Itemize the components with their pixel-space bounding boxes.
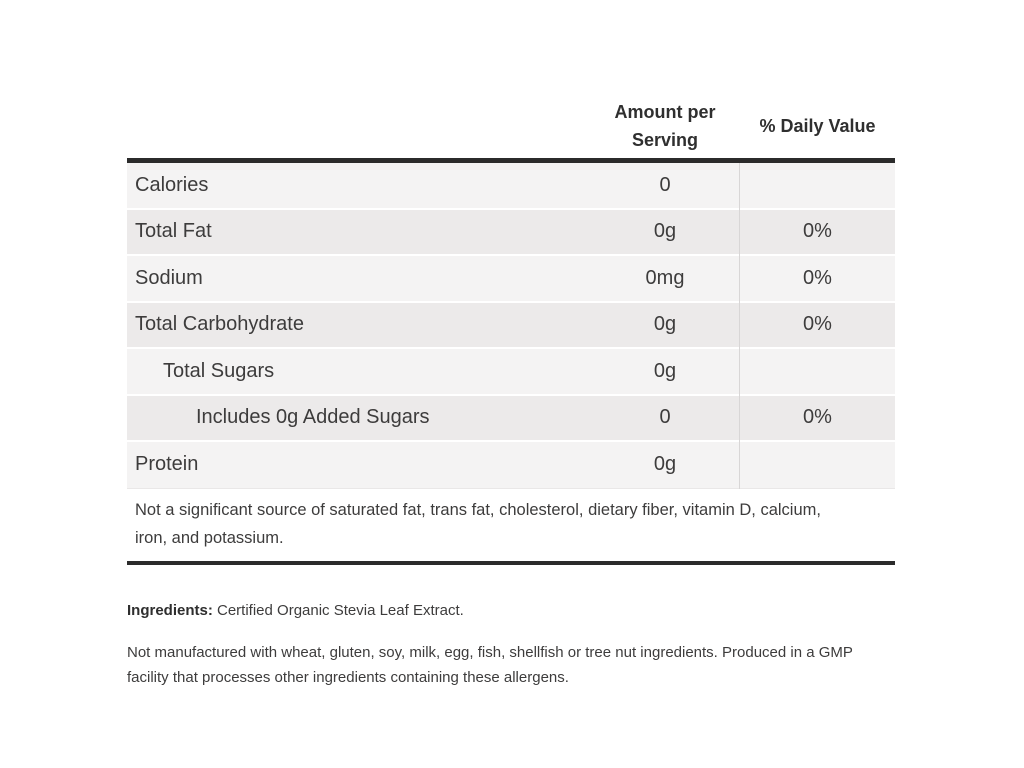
nutrient-daily-value: 0% (803, 220, 832, 243)
ingredients-value: Certified Organic Stevia Leaf Extract. (212, 601, 464, 619)
table-row: Protein 0g (127, 442, 895, 489)
nutrient-amount: 0 (659, 173, 671, 196)
column-header-daily-value: % Daily Value (759, 116, 876, 136)
nutrient-amount: 0g (653, 359, 677, 382)
nutrient-label: Includes 0g Added Sugars (196, 406, 430, 429)
nutrient-amount: 0g (653, 453, 677, 476)
table-row: Sodium 0mg 0% (127, 256, 895, 303)
nutrient-amount: 0g (653, 313, 677, 336)
nutrient-daily-value: 0% (803, 313, 832, 336)
nutrient-amount: 0mg (645, 266, 685, 289)
table-header-row: Amount per Serving % Daily Value (127, 96, 895, 158)
nutrient-daily-value: 0% (803, 266, 832, 289)
ingredients-label: Ingredients: (127, 601, 213, 619)
table-row: Total Fat 0g 0% (127, 209, 895, 256)
footnote: Not a significant source of saturated fa… (135, 500, 821, 547)
table-bottom-rule (127, 560, 895, 565)
table-row: Calories 0 (127, 163, 895, 210)
nutrition-rows: Calories 0 Total Fat 0g 0% Sodium 0mg 0% Total C… (127, 163, 895, 489)
column-header-amount-per-serving: Amount per Serving (614, 102, 716, 150)
nutrient-amount: 0g (653, 220, 677, 243)
allergen-note: Not manufactured with wheat, gluten, soy… (127, 643, 853, 686)
nutrient-label: Protein (135, 453, 199, 476)
nutrient-amount: 0 (659, 406, 671, 429)
nutrient-label: Total Fat (135, 220, 212, 243)
table-top-rule (127, 158, 895, 163)
table-row: Total Carbohydrate 0g 0% (127, 302, 895, 349)
table-row: Includes 0g Added Sugars 0 0% (127, 395, 895, 442)
nutrient-daily-value: 0% (803, 406, 832, 429)
nutrient-label: Sodium (135, 266, 203, 289)
column-divider (739, 163, 740, 489)
nutrition-facts-panel: Amount per Serving % Daily Value Calorie… (127, 96, 895, 690)
table-row: Total Sugars 0g (127, 349, 895, 396)
nutrient-label: Total Carbohydrate (135, 313, 304, 336)
nutrient-label: Calories (135, 173, 209, 196)
ingredients-line: Ingredients: Certified Organic Stevia Le… (127, 601, 895, 621)
nutrient-label: Total Sugars (163, 359, 275, 382)
